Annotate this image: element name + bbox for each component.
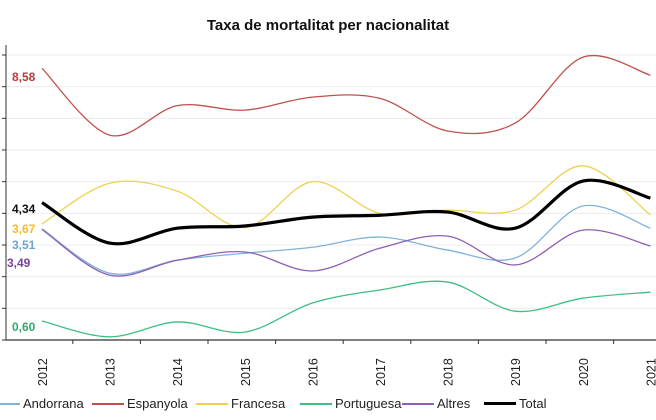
legend-label: Andorrana: [23, 396, 84, 411]
legend-item-portuguesa: Portuguesa: [300, 396, 402, 411]
legend-label: Portuguesa: [335, 396, 402, 411]
legend-item-francesa: Francesa: [196, 396, 285, 411]
legend-label: Total: [519, 396, 547, 411]
data-label-portuguesa: 0,60: [12, 320, 36, 334]
data-label-total: 4,34: [12, 202, 36, 216]
series-line-espanyola: [41, 54, 651, 137]
legend-swatch: [92, 402, 124, 405]
line-chart: 2012 2013 2014 2015 2016 2017 2018 2019 2020 2021…: [2, 45, 656, 386]
series-line-andorrana: [41, 204, 651, 275]
x-tick-label: 2013: [104, 358, 118, 386]
legend-label: Francesa: [231, 396, 286, 411]
legend-item-total: Total: [484, 396, 546, 411]
x-tick-label: 2018: [442, 358, 456, 386]
x-tick-label: 2016: [306, 358, 320, 386]
legend-swatch: [484, 402, 516, 405]
data-label-espanyola: 8,58: [12, 70, 36, 84]
data-label-altres: 3,49: [7, 256, 31, 270]
x-tick-label: 2019: [509, 358, 523, 386]
series-line-portuguesa: [41, 280, 651, 338]
legend-swatch: [0, 402, 20, 405]
x-tick-label: 2017: [374, 358, 388, 386]
legend-label: Altres: [437, 396, 471, 411]
x-tick-label: 2020: [577, 358, 591, 386]
series-line-total: [41, 178, 651, 246]
data-label-andorrana: 3,51: [12, 238, 36, 252]
x-tick-label: 2015: [239, 358, 253, 386]
legend-item-altres: Altres: [402, 396, 470, 411]
x-tick-label: 2021: [644, 358, 656, 386]
data-label-francesa: 3,67: [12, 222, 36, 236]
x-tick-label: 2014: [171, 358, 185, 386]
series-line-altres: [41, 228, 651, 277]
legend-swatch: [196, 402, 228, 405]
legend-item-espanyola: Espanyola: [92, 396, 188, 411]
legend-item-andorrana: Andorrana: [0, 396, 84, 411]
x-tick-label: 2012: [36, 358, 50, 386]
series-line-francesa: [41, 165, 651, 229]
legend: Andorrana Espanyola Francesa Portuguesa Altr…: [0, 396, 656, 416]
legend-label: Espanyola: [127, 396, 188, 411]
legend-swatch: [300, 402, 332, 405]
legend-swatch: [402, 402, 434, 405]
chart-title: Taxa de mortalitat per nacionalitat: [206, 17, 450, 34]
